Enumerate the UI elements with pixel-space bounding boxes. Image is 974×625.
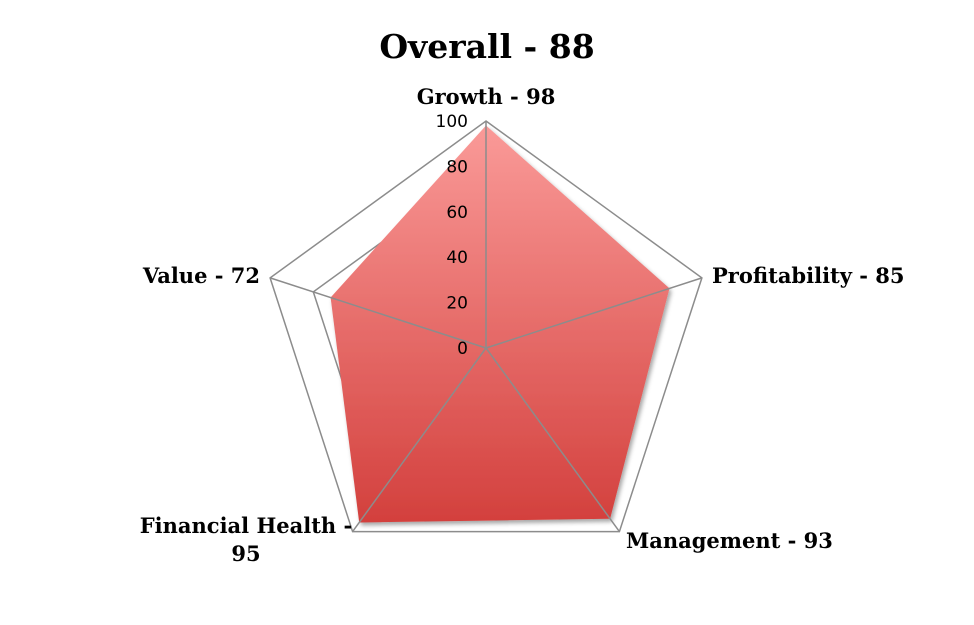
spoke-financial-health	[351, 347, 487, 533]
axis-label-management: Management - 93	[626, 528, 833, 553]
axis-label-growth: Growth - 98	[417, 84, 556, 109]
tick-label-60: 60	[446, 203, 468, 223]
axis-label-financial-health: Financial Health - 95	[140, 513, 352, 566]
axis-label-value: Value - 72	[142, 263, 260, 288]
axis-label-line: 95	[231, 541, 260, 566]
tick-label-0: 0	[457, 339, 468, 359]
chart-title: Overall - 88	[379, 27, 594, 66]
axis-label-line: Financial Health -	[140, 513, 352, 538]
tick-label-40: 40	[446, 248, 468, 268]
radar-spokes	[269, 121, 703, 533]
tick-label-20: 20	[446, 294, 468, 314]
spoke-profitability	[485, 277, 703, 349]
data-area-layer	[330, 125, 670, 523]
axis-labels: Growth - 98 Profitability - 85 Management …	[140, 84, 905, 566]
spoke-value	[269, 277, 487, 349]
series-area-0	[330, 125, 670, 523]
spoke-management	[485, 347, 621, 533]
axis-label-profitability: Profitability - 85	[712, 263, 905, 288]
radial-tick-labels: 0 20 40 60 80 100	[436, 112, 468, 359]
tick-label-100: 100	[436, 112, 468, 132]
tick-label-80: 80	[446, 157, 468, 177]
grid-ring-100	[269, 120, 703, 533]
